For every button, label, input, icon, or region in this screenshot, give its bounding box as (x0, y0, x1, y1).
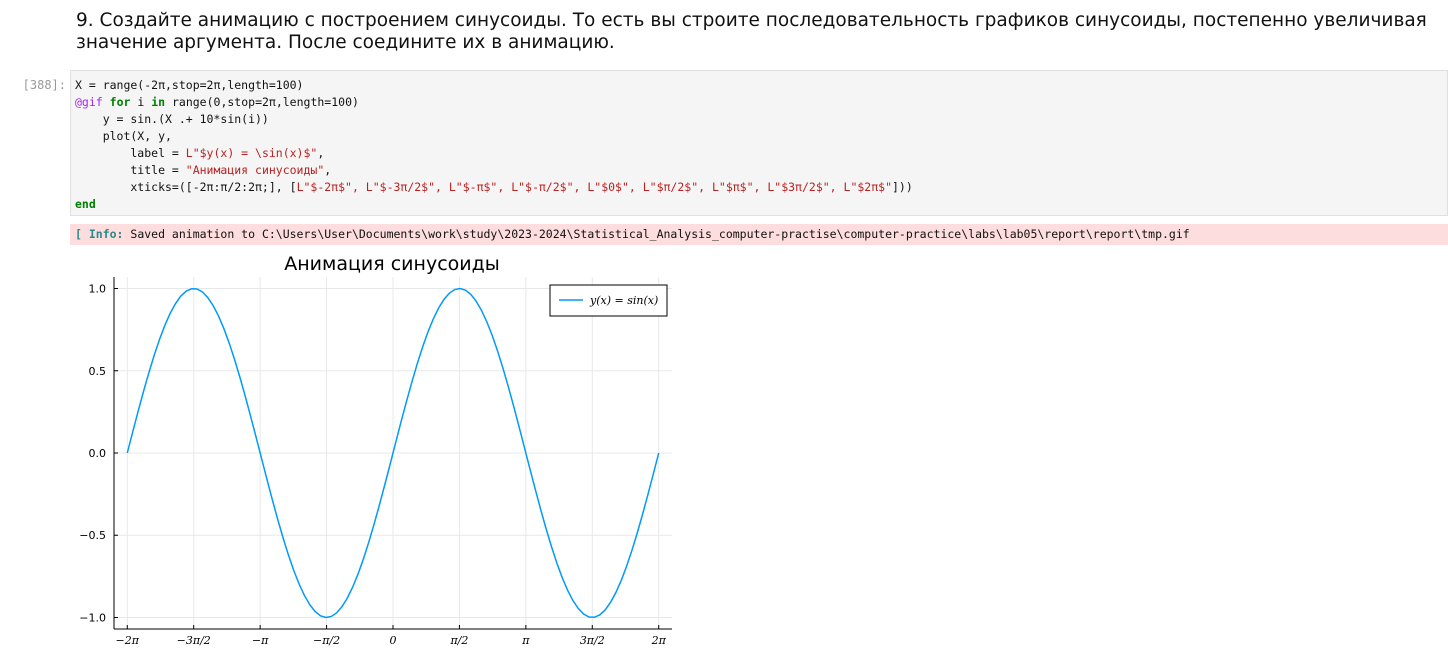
code-line-8: end (75, 197, 96, 211)
y-tick-label: 0.5 (89, 365, 107, 378)
x-tick-label: π/2 (449, 634, 468, 647)
y-tick-label: −1.0 (79, 611, 106, 624)
y-tick-label: −0.5 (79, 529, 106, 542)
legend-box (549, 284, 668, 317)
code-line-3: y = sin.(X .+ 10*sin(i)) (75, 112, 269, 126)
info-tag: [ Info: (75, 227, 124, 241)
x-tick-label: −π (252, 634, 269, 647)
code-line-5: label = L"$y(x) = \sin(x)$", (75, 146, 325, 160)
code-editor[interactable]: X = range(-2π,stop=2π,length=100) @gif f… (75, 77, 913, 213)
code-line-1: X = range(-2π,stop=2π,length=100) (75, 78, 304, 92)
code-cell[interactable] (70, 70, 1448, 216)
info-output: [ Info: Saved animation to C:\Users\User… (70, 224, 1448, 245)
markdown-task-text: 9. Создайте анимацию с построением синус… (76, 10, 1427, 53)
code-line-2: @gif for i in range(0,stop=2π,length=100… (75, 95, 359, 109)
y-axis-ticks: 1.0 0.5 0.0 −0.5 −1.0 (79, 283, 118, 624)
legend-label: y(x) = sin(x) (589, 294, 658, 307)
x-tick-label: −3π/2 (177, 634, 211, 647)
x-tick-label: 0 (390, 634, 397, 647)
code-line-6: title = "Анимация синусоиды", (75, 163, 332, 177)
chart-title: Анимация синусоиды (284, 253, 500, 275)
x-tick-label: −2π (116, 634, 140, 647)
chart-grid (114, 277, 672, 629)
x-axis-ticks: −2π −3π/2 −π −π/2 0 π/2 π 3π/2 2π (116, 625, 667, 647)
info-message: Saved animation to C:\Users\User\Documen… (123, 227, 1190, 241)
chart-legend: y(x) = sin(x) (549, 284, 668, 317)
y-tick-label: 0.0 (89, 447, 107, 460)
x-tick-label: −π/2 (313, 634, 340, 647)
code-line-7: xticks=([-2π:π/2:2π;], [L"$-2π$", L"$-3π… (75, 180, 913, 194)
code-line-4: plot(X, y, (75, 129, 172, 143)
x-tick-label: π (521, 634, 530, 647)
sine-chart: Анимация синусоиды −2π −3π/2 −π −π/2 0 π/2 π 3π… (79, 253, 672, 647)
series-line (126, 287, 660, 619)
y-tick-label: 1.0 (89, 283, 107, 296)
x-tick-label: 3π/2 (580, 634, 605, 647)
cell-prompt: [388]: (22, 78, 66, 92)
x-tick-label: 2π (651, 634, 667, 647)
